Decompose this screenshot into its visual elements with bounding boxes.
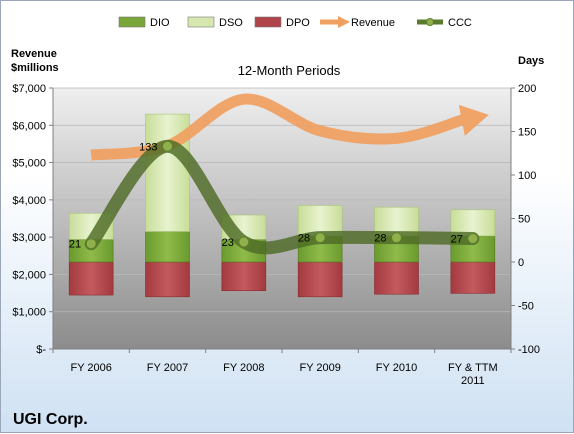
- left-tick-label: $4,000: [12, 195, 46, 207]
- ccc-marker: [467, 233, 479, 245]
- dio-bar: [145, 231, 190, 263]
- right-tick-label: -100: [518, 344, 540, 356]
- right-tick-label: 150: [518, 127, 536, 139]
- legend-label-revenue: Revenue: [351, 17, 395, 29]
- legend-swatch-dso: [187, 16, 215, 28]
- ccc-marker: [314, 232, 326, 244]
- x-tick-label: FY 2008: [223, 362, 264, 374]
- left-tick-label: $2,000: [12, 269, 46, 281]
- ccc-marker: [391, 232, 402, 244]
- x-tick-label: 2011: [461, 375, 485, 387]
- x-tick-label: FY 2007: [147, 362, 188, 374]
- left-axis-label: Revenue: [11, 48, 57, 60]
- revenue-arrowhead: [458, 104, 489, 136]
- chart-title: 12-Month Periods: [238, 63, 341, 78]
- right-tick-label: -50: [518, 301, 534, 313]
- ccc-marker: [162, 140, 173, 152]
- ccc-marker: [85, 238, 97, 250]
- legend-swatch-dpo: [254, 16, 282, 28]
- dso-bar: [450, 209, 496, 237]
- x-tick-label: FY 2009: [299, 362, 340, 374]
- x-tick-label: FY & TTM: [448, 362, 498, 374]
- right-tick-label: 100: [518, 170, 536, 182]
- right-axis-label: Days: [518, 55, 544, 67]
- ccc-data-label: 21: [69, 239, 81, 251]
- legend-arrowhead-revenue: [338, 16, 350, 28]
- legend-swatch-dio: [118, 16, 146, 28]
- left-tick-label: $5,000: [12, 158, 46, 170]
- ccc-data-label: 28: [374, 233, 386, 245]
- company-title: UGI Corp.: [13, 411, 88, 428]
- ccc-data-label: 133: [139, 141, 157, 153]
- left-tick-label: $7,000: [12, 83, 46, 95]
- dpo-bar: [374, 261, 419, 295]
- dpo-bar: [145, 261, 190, 298]
- left-tick-label: $3,000: [12, 232, 46, 244]
- dpo-bar: [68, 261, 114, 296]
- ccc-data-label: 28: [298, 233, 310, 245]
- axes: $- $1,000 $2,000 $3,000 $4,000 $5,000 $6,000 $7…: [12, 83, 540, 387]
- dpo-bar: [221, 261, 267, 292]
- series-lines: 21 133 23 28 28 27: [69, 93, 489, 255]
- legend-label-ccc: CCC: [448, 17, 472, 29]
- legend-marker-ccc: [426, 18, 434, 26]
- left-tick-label: $1,000: [12, 307, 46, 319]
- dso-bar: [297, 205, 343, 237]
- ccc-data-label: 27: [451, 234, 463, 246]
- ccc-marker: [238, 236, 250, 248]
- legend-label-dpo: DPO: [286, 17, 310, 29]
- legend-label-dso: DSO: [219, 17, 243, 29]
- legend-label-dio: DIO: [150, 17, 170, 29]
- x-tick-label: FY 2010: [376, 362, 417, 374]
- right-tick-label: 200: [518, 83, 536, 95]
- x-tick-label: FY 2006: [70, 362, 111, 374]
- left-tick-label: $6,000: [12, 120, 46, 132]
- left-tick-label: $-: [36, 344, 46, 356]
- ccc-data-label: 23: [222, 237, 234, 249]
- dpo-bar: [450, 261, 496, 294]
- legend: DIO DSO DPO Revenue CCC: [118, 16, 472, 29]
- right-tick-label: 0: [518, 257, 524, 269]
- dpo-bar: [297, 261, 343, 298]
- left-axis-label-units: $millions: [11, 62, 59, 74]
- right-tick-label: 50: [518, 214, 530, 226]
